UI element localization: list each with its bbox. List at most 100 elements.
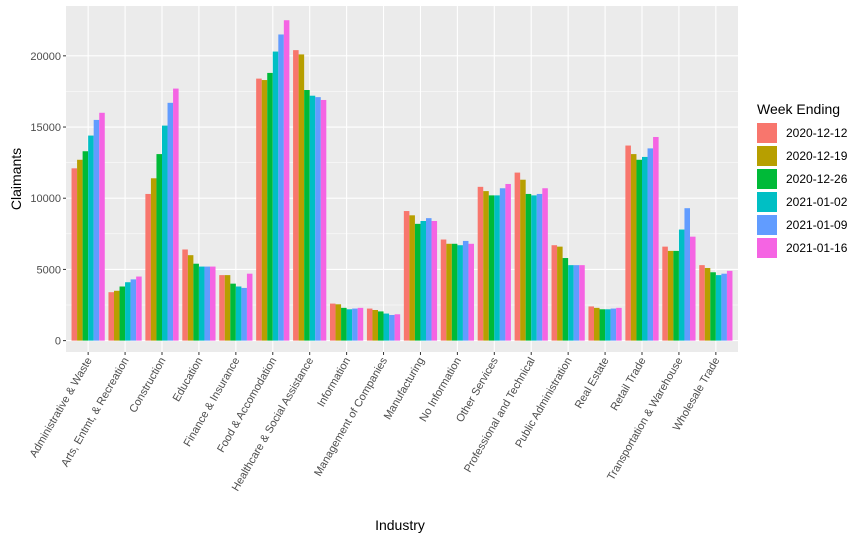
bar	[667, 250, 674, 341]
y-tick-label: 15000	[30, 122, 61, 134]
bar	[366, 308, 373, 341]
bar	[130, 279, 137, 341]
x-tick-label: Retail Trade	[609, 356, 649, 413]
bar	[573, 265, 580, 341]
y-axis: 0 5000 10000 15000 20000	[30, 51, 66, 348]
x-tick-label: Administrative & Waste	[28, 356, 95, 460]
bar	[162, 125, 168, 341]
bar	[82, 151, 89, 341]
bar	[298, 54, 305, 341]
bar	[557, 246, 563, 341]
legend-swatch	[757, 169, 777, 189]
bar	[673, 250, 679, 341]
legend-title: Week Ending	[757, 101, 840, 117]
bar	[451, 243, 458, 341]
bar	[642, 156, 648, 341]
bar	[616, 307, 622, 341]
bar	[431, 221, 438, 341]
bar	[699, 265, 705, 341]
legend-label: 2021-01-02	[786, 195, 848, 209]
bar	[726, 270, 733, 341]
bar	[346, 309, 353, 341]
bar	[173, 88, 179, 341]
bar	[219, 275, 225, 341]
bar	[536, 193, 543, 341]
legend-swatch	[757, 215, 777, 235]
x-tick-label: Management of Companies	[312, 355, 390, 478]
bar	[88, 135, 94, 341]
bar	[145, 193, 151, 341]
legend-label: 2020-12-19	[786, 149, 848, 163]
y-tick-label: 0	[55, 336, 61, 348]
bar	[426, 218, 432, 341]
legend-label: 2021-01-16	[786, 241, 848, 255]
bar	[198, 266, 205, 341]
bar	[457, 245, 463, 341]
x-tick-label: Arts, Entmt, & Recreation	[59, 356, 131, 469]
bar	[462, 240, 469, 341]
bar	[278, 34, 284, 341]
bar	[93, 119, 100, 341]
bar	[636, 159, 642, 341]
x-tick-label: Professional and Technical	[462, 356, 538, 475]
bar	[499, 188, 506, 341]
legend-swatch	[757, 123, 777, 143]
bar	[241, 287, 247, 341]
bar	[182, 249, 188, 341]
bar	[267, 72, 273, 341]
bar	[514, 172, 521, 341]
x-tick-label: Real Estate	[573, 356, 612, 411]
bar	[690, 236, 696, 341]
bar	[625, 145, 631, 341]
y-tick-label: 20000	[30, 51, 61, 63]
bar	[372, 309, 378, 341]
bar	[230, 283, 236, 341]
bar	[630, 154, 637, 341]
legend-swatch	[757, 238, 777, 258]
bar	[156, 154, 162, 341]
bar	[187, 255, 194, 341]
y-axis-title: Claimants	[8, 148, 24, 210]
bar	[150, 178, 157, 341]
bar	[341, 307, 347, 341]
bar	[99, 112, 105, 341]
bar	[409, 215, 415, 341]
bar	[246, 273, 253, 341]
bar	[389, 314, 395, 341]
bar	[272, 51, 279, 341]
bar	[551, 245, 558, 341]
bar	[468, 243, 474, 341]
bar	[568, 265, 574, 341]
bars	[71, 20, 733, 341]
bar	[204, 266, 210, 341]
bar	[256, 78, 262, 341]
bar	[599, 309, 606, 341]
bar	[383, 313, 390, 341]
bar	[715, 275, 722, 341]
bar	[293, 50, 299, 341]
bar	[505, 183, 511, 341]
bar	[283, 20, 290, 341]
bar	[531, 195, 537, 341]
bar	[108, 292, 114, 341]
bar	[520, 179, 526, 341]
bar	[378, 311, 384, 341]
x-tick-label: Construction	[127, 356, 168, 415]
bar	[119, 286, 126, 341]
bar	[167, 102, 174, 341]
bar	[136, 276, 142, 341]
legend-swatch	[757, 192, 777, 212]
bar	[605, 309, 611, 341]
bar	[420, 221, 426, 341]
legend-label: 2020-12-26	[786, 172, 848, 186]
bar	[446, 243, 452, 341]
bar	[721, 273, 727, 341]
bar	[357, 307, 364, 341]
bar	[77, 159, 83, 341]
bar	[210, 266, 216, 341]
bar	[488, 195, 495, 341]
bar	[125, 282, 131, 341]
bar	[315, 97, 321, 341]
bar	[440, 239, 447, 341]
bar	[403, 211, 410, 341]
